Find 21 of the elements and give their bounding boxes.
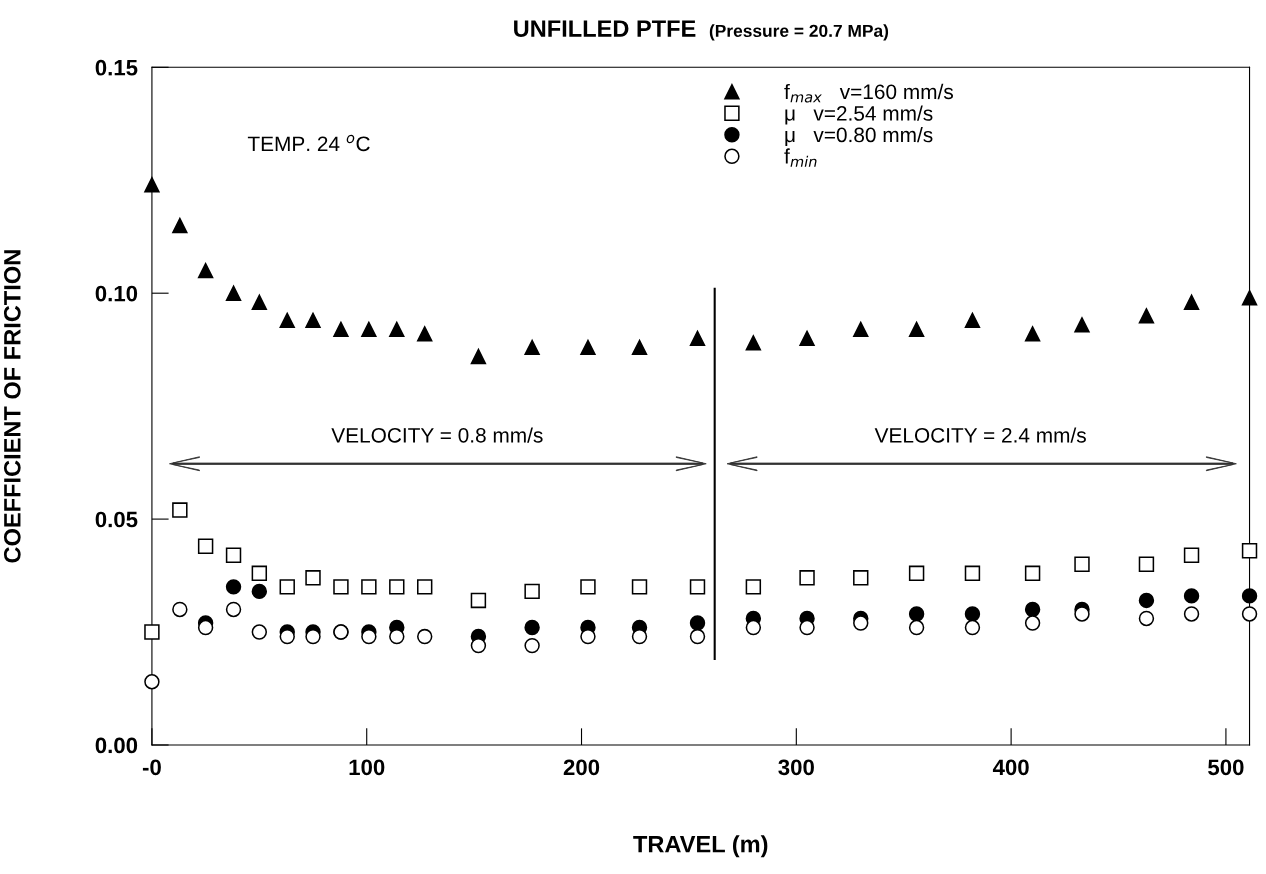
x-tick-label: 300 (778, 759, 814, 776)
annotation: TEMP. 24 $^{o}$C (247, 134, 370, 152)
y-tick-label: 0.10 (95, 285, 138, 302)
chart-title: UNFILLED PTFE (514, 20, 696, 37)
x-tick-label: 200 (563, 759, 600, 776)
annotation: VELOCITY = 2.4 mm/s (874, 427, 1086, 443)
legend-label: μ v=2.54 mm/s (785, 105, 933, 125)
x-axis-title: TRAVEL (m) (633, 835, 768, 858)
y-axis-title: COEFFICIENT OF FRICTION (3, 250, 21, 563)
x-tick-label: 500 (1208, 759, 1244, 776)
annotation: VELOCITY = 0.8 mm/s (331, 427, 543, 443)
y-tick-label: 0.05 (95, 511, 138, 528)
legend-label: μ v=0.80 mm/s (785, 126, 933, 147)
x-tick-label: -0 (142, 759, 161, 776)
x-tick-label: 400 (992, 759, 1029, 776)
x-tick-label: 100 (349, 759, 385, 776)
y-tick-label: 0.00 (95, 737, 138, 754)
legend-label: f$_{min}$ (784, 148, 817, 167)
chart-subtitle: (Pressure = 20.7 MPa) (709, 24, 889, 41)
text: f$_{max}$ v=160 mm/s (784, 83, 953, 103)
y-tick-label: 0.15 (95, 59, 138, 76)
